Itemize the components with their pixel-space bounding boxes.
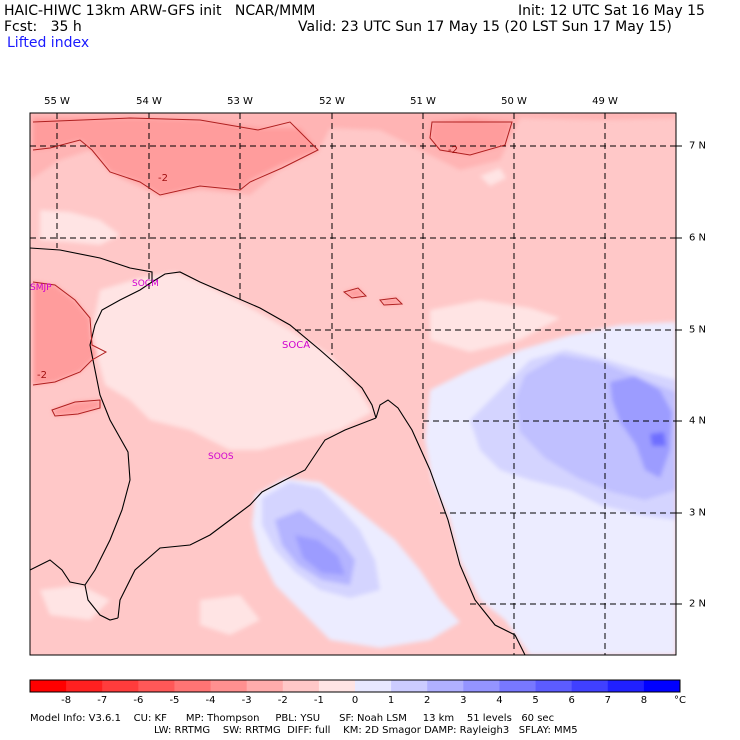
lon-label: 51 W bbox=[410, 96, 436, 107]
colorbar-tick-label: -6 bbox=[133, 695, 144, 706]
lat-label: 4 N bbox=[689, 415, 707, 427]
station-label-smjp: SMJP bbox=[30, 283, 52, 293]
colorbar-tick-label: -7 bbox=[97, 695, 108, 706]
lat-label: 6 N bbox=[689, 232, 707, 244]
station-label-soca: SOCA bbox=[282, 340, 311, 351]
field-name: Lifted index bbox=[7, 35, 90, 51]
coastline bbox=[29, 247, 526, 656]
colorbar-cell bbox=[138, 680, 175, 692]
colorbar-tick-label: 8 bbox=[640, 695, 648, 706]
colorbar-tick-label: 1 bbox=[387, 695, 395, 706]
map-frame bbox=[29, 112, 677, 656]
colorbar-cell bbox=[643, 680, 681, 692]
lat-label: 7 N bbox=[689, 140, 707, 152]
model-info-line1: Model Info: V3.6.1 CU: KF MP: Thompson P… bbox=[30, 713, 555, 724]
contour-label: -2 bbox=[448, 145, 458, 156]
lon-label: 49 W bbox=[592, 96, 618, 107]
colorbar-cell bbox=[282, 680, 320, 692]
colorbar-tick-label: -5 bbox=[169, 695, 180, 706]
station-label-soos: SOOS bbox=[208, 452, 234, 462]
latlon-grid bbox=[30, 113, 676, 655]
lon-label: 50 W bbox=[501, 96, 527, 107]
colorbar-cell bbox=[246, 680, 284, 692]
colorbar-tick-label: -4 bbox=[205, 695, 216, 706]
colorbar-cell bbox=[30, 680, 67, 692]
lon-label: 53 W bbox=[227, 96, 253, 107]
colorbar-tick-label: -1 bbox=[313, 695, 324, 706]
lon-label: 55 W bbox=[44, 96, 70, 107]
colorbar-tick-label: 3 bbox=[460, 695, 467, 706]
colorbar-cell bbox=[210, 680, 248, 692]
lat-label: 5 N bbox=[689, 324, 707, 336]
colorbar-tick-label: 5 bbox=[532, 695, 539, 706]
map-title: HAIC-HIWC 13km ARW-GFS init NCAR/MMM bbox=[4, 3, 316, 19]
model-info-line2: LW: RRTMG SW: RRTMG DIFF: full KM: 2D Sm… bbox=[154, 725, 578, 736]
lat-label: 3 N bbox=[689, 507, 707, 519]
station-label-socm: SOCM bbox=[132, 279, 159, 289]
colorbar-cell bbox=[499, 680, 537, 692]
colorbar-tick-label: 6 bbox=[568, 695, 575, 706]
axis-ticks bbox=[676, 145, 682, 605]
colorbar-tick-label: -8 bbox=[61, 695, 72, 706]
colorbar-tick-label: -3 bbox=[241, 695, 252, 706]
colorbar-cell bbox=[355, 680, 392, 692]
contour-label: -2 bbox=[158, 173, 168, 184]
colorbar-cell bbox=[391, 680, 428, 692]
colorbar-cell bbox=[427, 680, 464, 692]
colorbar-tick-label: 7 bbox=[604, 695, 611, 706]
colorbar-tick-label: 4 bbox=[496, 695, 503, 706]
contour-lines bbox=[32, 117, 513, 417]
colorbar-cell bbox=[463, 680, 500, 692]
colorbar-cell bbox=[535, 680, 573, 692]
colorbar-cell bbox=[174, 680, 212, 692]
colorbar-tick-label: 2 bbox=[424, 695, 431, 706]
lat-label: 2 N bbox=[689, 598, 707, 610]
colorbar-tick-label: -2 bbox=[277, 695, 288, 706]
contour-label: -2 bbox=[37, 370, 47, 381]
shaded-field bbox=[30, 113, 676, 655]
valid-time: Valid: 23 UTC Sun 17 May 15 (20 LST Sun … bbox=[298, 19, 672, 35]
colorbar-cell bbox=[318, 680, 356, 692]
init-time: Init: 12 UTC Sat 16 May 15 bbox=[518, 3, 705, 19]
lon-label: 52 W bbox=[319, 96, 345, 107]
colorbar-cell bbox=[102, 680, 139, 692]
colorbar-unit: °C bbox=[674, 695, 686, 706]
colorbar-tick-label: 0 bbox=[351, 695, 359, 706]
colorbar-cell bbox=[607, 680, 645, 692]
colorbar-cell bbox=[66, 680, 103, 692]
lon-label: 54 W bbox=[136, 96, 162, 107]
colorbar-cell bbox=[571, 680, 609, 692]
forecast-hour: Fcst: 35 h bbox=[4, 19, 82, 35]
